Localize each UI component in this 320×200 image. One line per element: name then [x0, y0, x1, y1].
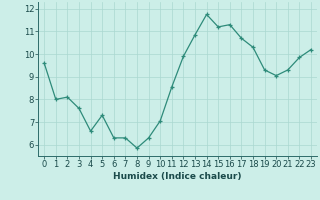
X-axis label: Humidex (Indice chaleur): Humidex (Indice chaleur): [113, 172, 242, 181]
